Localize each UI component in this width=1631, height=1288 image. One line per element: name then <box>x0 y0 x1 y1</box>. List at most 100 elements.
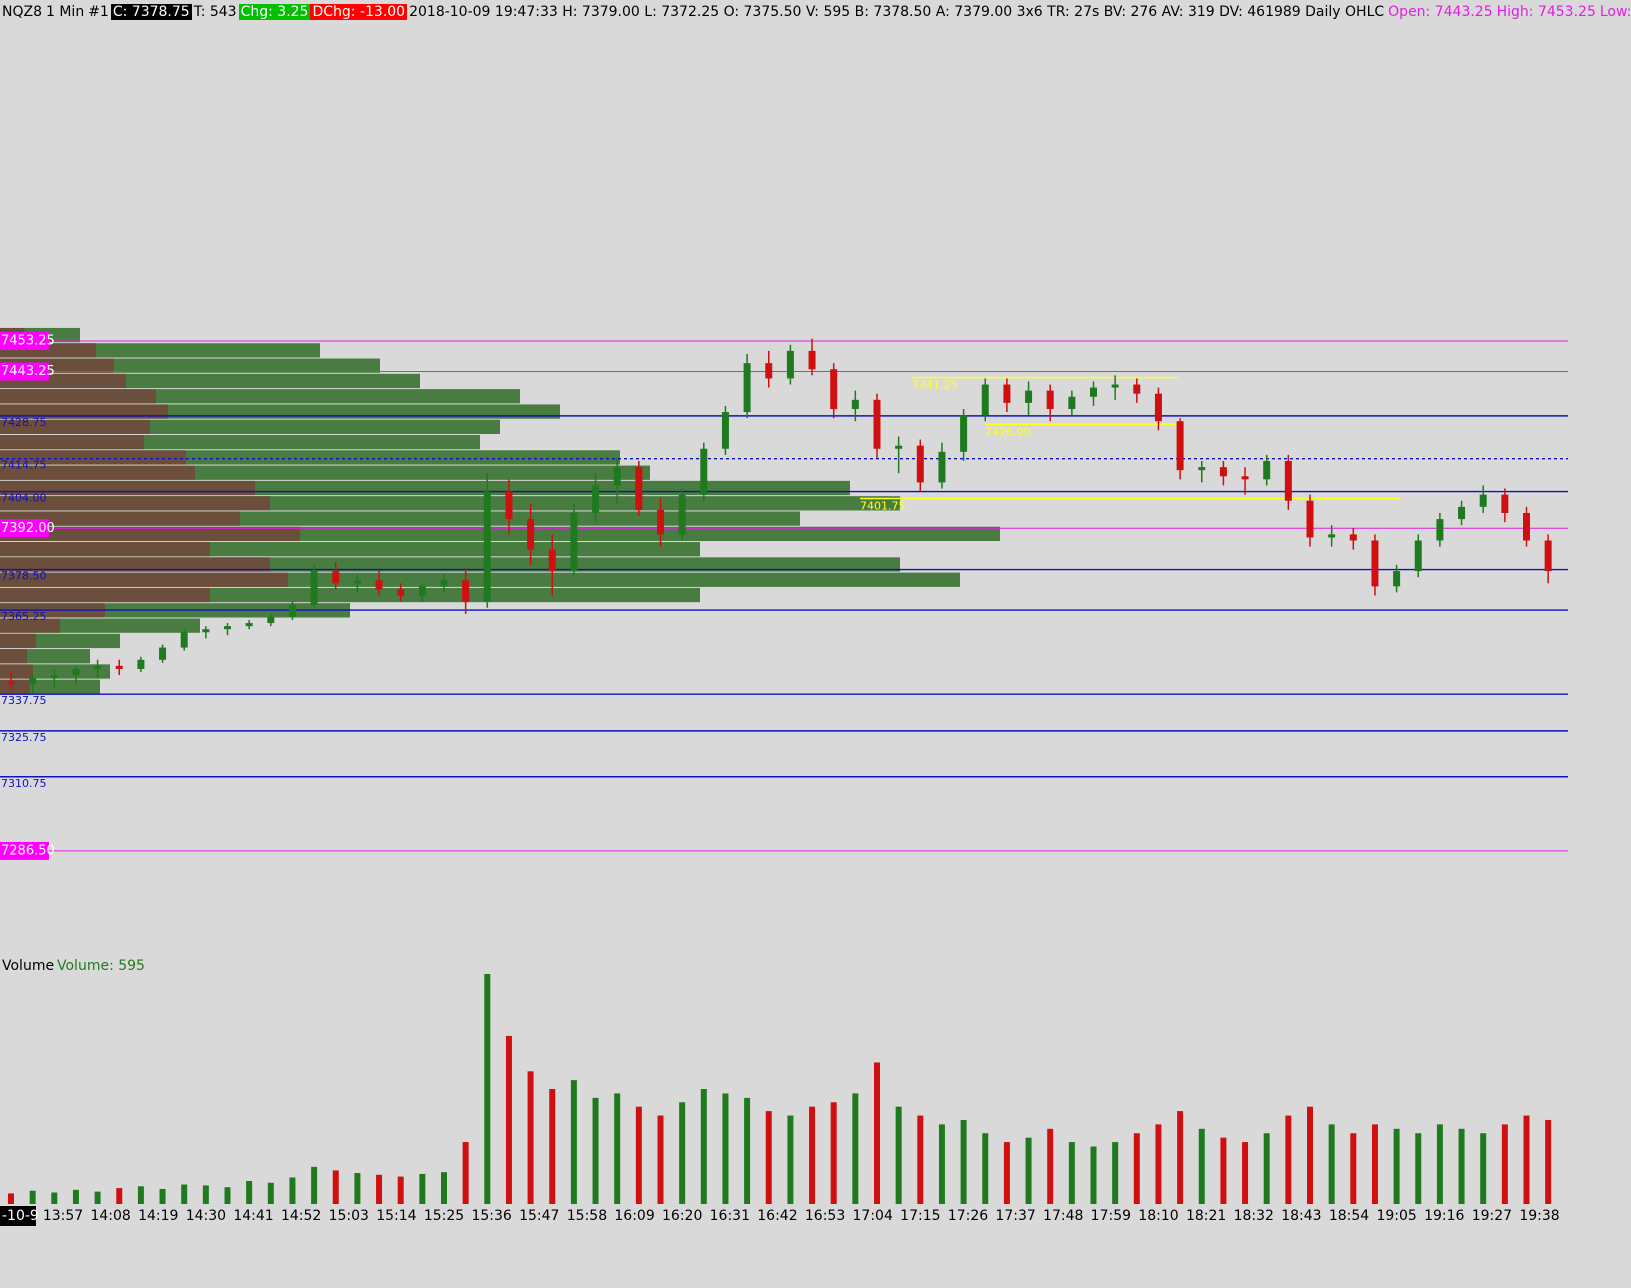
candle-body <box>1501 494 1509 513</box>
candle-body <box>224 626 231 630</box>
x-tick-label: 19:27 <box>1472 1208 1512 1224</box>
volume-bar <box>960 1119 967 1204</box>
volume-bar <box>1523 1115 1530 1204</box>
volume-bar <box>484 974 491 1204</box>
x-tick-label: 14:08 <box>90 1208 130 1224</box>
price-level-label: 7414.75 <box>1 459 47 472</box>
candle-body <box>1393 571 1401 587</box>
volume-bar <box>246 1181 253 1204</box>
volume-bar <box>570 1080 577 1204</box>
volume-bar <box>1220 1137 1227 1204</box>
volume-profile-bid <box>0 679 30 694</box>
volume-profile-bid <box>0 450 186 465</box>
volume-profile-bid <box>0 389 156 404</box>
volume-profile-bid <box>0 649 27 664</box>
candle-body <box>50 675 58 679</box>
volume-bar <box>787 1115 794 1204</box>
x-tick-label: 18:32 <box>1234 1208 1274 1224</box>
volume-bar <box>202 1185 209 1204</box>
volume-bar <box>874 1062 880 1204</box>
volume-bar <box>181 1184 188 1204</box>
volume-profile-bid <box>0 496 270 511</box>
candle-body <box>267 616 275 624</box>
chart: 7453.25 7443.25 7428.75 7414.75 7404.00 7392.… <box>0 327 1568 1226</box>
x-tick-label: 14:19 <box>138 1208 178 1224</box>
candle-body <box>548 549 556 572</box>
price-level-label-bg <box>0 519 49 538</box>
volume-bar <box>982 1133 989 1204</box>
candle-body <box>570 512 578 572</box>
header-field: Open: 7443.25 <box>1388 4 1493 20</box>
volume-bar <box>397 1176 404 1204</box>
volume-profile-bid <box>0 404 168 419</box>
header-field: Chg: 3.25 <box>238 4 311 20</box>
header-field: 1 Min <box>46 4 85 20</box>
candle-body <box>72 668 80 676</box>
candle-body <box>375 580 383 590</box>
candle-body <box>440 580 448 587</box>
price-level-label: 7365.25 <box>1 610 47 623</box>
candle-body <box>1414 540 1422 572</box>
volume-bar <box>1480 1133 1487 1204</box>
candle-body <box>1479 494 1487 507</box>
volume-bar <box>1371 1124 1378 1204</box>
candle-body <box>483 491 491 602</box>
volume-bar <box>1047 1128 1054 1204</box>
volume-bar <box>1350 1133 1357 1204</box>
volume-bar <box>1501 1124 1508 1204</box>
candle-body <box>1306 500 1314 538</box>
header-field: Low: 7286.50 <box>1599 4 1631 20</box>
volume-bar <box>94 1191 101 1204</box>
volume-profile-bid <box>0 419 150 434</box>
volume-bar <box>700 1089 707 1204</box>
volume-bar <box>917 1115 924 1204</box>
volume-profile-bid <box>0 465 195 480</box>
x-tick-label: 18:54 <box>1329 1208 1369 1224</box>
candle-body <box>180 632 188 648</box>
chart-header: NQZ8 1 Min #1 C: 7378.75 T: 543 Chg: 3.25 DChg… <box>0 0 1631 24</box>
candle-body <box>245 623 253 627</box>
candle-body <box>1046 390 1054 409</box>
header-field: DChg: -13.00 <box>310 4 408 20</box>
candle-body <box>613 467 621 486</box>
candle-body <box>418 586 426 596</box>
candle-body <box>657 509 664 535</box>
candle-body <box>916 445 924 483</box>
x-tick-label: 16:53 <box>805 1208 845 1224</box>
header-field: T: 543 <box>193 4 237 20</box>
candle-body <box>397 589 405 596</box>
volume-bar <box>1242 1142 1249 1204</box>
candle-body <box>960 415 968 452</box>
volume-bar <box>51 1192 58 1204</box>
x-tick-label: 15:36 <box>471 1208 511 1224</box>
candle-body <box>1090 387 1097 397</box>
volume-profile-bid <box>0 664 33 679</box>
volume-bar <box>224 1187 231 1204</box>
volume-bar <box>1328 1124 1335 1204</box>
date-label-bg <box>0 1206 36 1226</box>
candle-body <box>635 467 643 510</box>
volume-bar <box>744 1097 751 1204</box>
volume-profile-bid <box>0 557 270 572</box>
x-tick-label: 13:57 <box>43 1208 83 1224</box>
candle-body <box>721 412 729 449</box>
candle-body <box>1025 390 1033 403</box>
x-tick-label: 15:14 <box>376 1208 416 1224</box>
candle-body <box>1133 384 1141 394</box>
price-level-label: 7325.75 <box>1 731 47 744</box>
volume-bar <box>722 1093 729 1204</box>
candle-body <box>353 580 361 584</box>
price-level-label: 7443.25 <box>1 364 55 379</box>
volume-profile-bid <box>0 618 60 633</box>
price-level-label: 7310.75 <box>1 777 47 790</box>
candle-body <box>1523 512 1530 541</box>
x-tick-label: 17:26 <box>948 1208 988 1224</box>
candle-body <box>462 580 470 602</box>
volume-bar <box>289 1177 296 1204</box>
x-tick-label: 19:16 <box>1424 1208 1464 1224</box>
x-tick-label: 14:41 <box>233 1208 273 1224</box>
date-label: -10-9 <box>2 1208 39 1224</box>
candle-body <box>678 494 686 535</box>
volume-bar <box>267 1182 274 1204</box>
